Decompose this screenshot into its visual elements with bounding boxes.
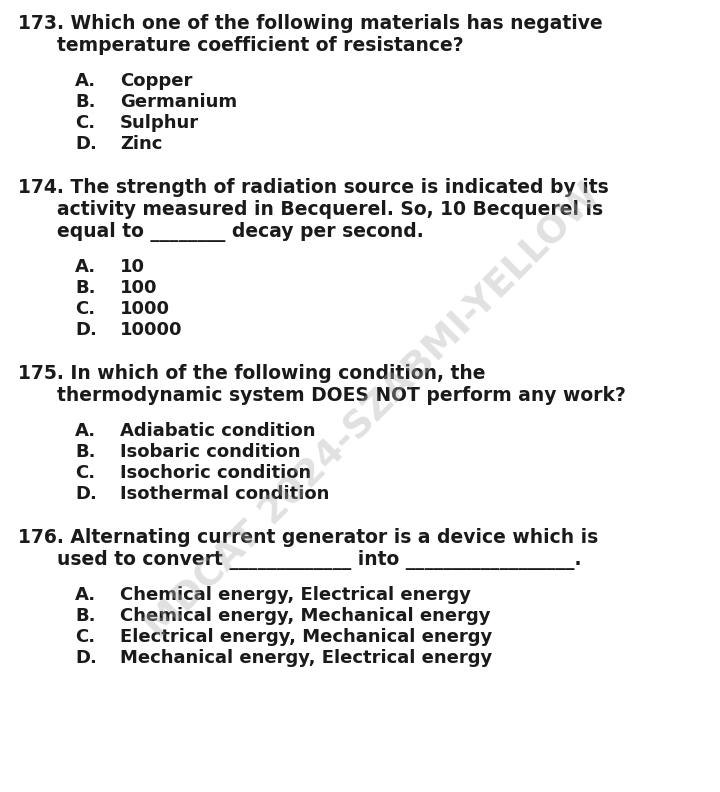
Text: temperature coefficient of resistance?: temperature coefficient of resistance? xyxy=(18,36,464,55)
Text: Isobaric condition: Isobaric condition xyxy=(120,443,300,461)
Text: Chemical energy, Mechanical energy: Chemical energy, Mechanical energy xyxy=(120,607,490,625)
Text: 174. The strength of radiation source is indicated by its: 174. The strength of radiation source is… xyxy=(18,178,608,197)
Text: C.: C. xyxy=(75,300,95,318)
Text: D.: D. xyxy=(75,485,97,503)
Text: Chemical energy, Electrical energy: Chemical energy, Electrical energy xyxy=(120,586,471,604)
Text: 176. Alternating current generator is a device which is: 176. Alternating current generator is a … xyxy=(18,528,598,547)
Text: 10: 10 xyxy=(120,258,145,276)
Text: MDCAT 2024-SZABMI-YELLOW: MDCAT 2024-SZABMI-YELLOW xyxy=(140,177,608,646)
Text: Zinc: Zinc xyxy=(120,135,163,153)
Text: 100: 100 xyxy=(120,279,158,297)
Text: used to convert _____________ into __________________.: used to convert _____________ into _____… xyxy=(18,550,582,570)
Text: D.: D. xyxy=(75,649,97,667)
Text: 175. In which of the following condition, the: 175. In which of the following condition… xyxy=(18,364,485,383)
Text: 173. Which one of the following materials has negative: 173. Which one of the following material… xyxy=(18,14,603,33)
Text: A.: A. xyxy=(75,586,96,604)
Text: B.: B. xyxy=(75,279,96,297)
Text: A.: A. xyxy=(75,258,96,276)
Text: Electrical energy, Mechanical energy: Electrical energy, Mechanical energy xyxy=(120,628,492,646)
Text: Isochoric condition: Isochoric condition xyxy=(120,464,311,482)
Text: equal to ________ decay per second.: equal to ________ decay per second. xyxy=(18,222,424,242)
Text: A.: A. xyxy=(75,72,96,90)
Text: C.: C. xyxy=(75,114,95,132)
Text: A.: A. xyxy=(75,422,96,440)
Text: activity measured in Becquerel. So, 10 Becquerel is: activity measured in Becquerel. So, 10 B… xyxy=(18,200,603,219)
Text: Germanium: Germanium xyxy=(120,93,237,111)
Text: C.: C. xyxy=(75,628,95,646)
Text: 10000: 10000 xyxy=(120,321,182,339)
Text: B.: B. xyxy=(75,93,96,111)
Text: D.: D. xyxy=(75,135,97,153)
Text: Mechanical energy, Electrical energy: Mechanical energy, Electrical energy xyxy=(120,649,492,667)
Text: Adiabatic condition: Adiabatic condition xyxy=(120,422,315,440)
Text: C.: C. xyxy=(75,464,95,482)
Text: Sulphur: Sulphur xyxy=(120,114,199,132)
Text: thermodynamic system DOES NOT perform any work?: thermodynamic system DOES NOT perform an… xyxy=(18,386,626,405)
Text: 1000: 1000 xyxy=(120,300,170,318)
Text: B.: B. xyxy=(75,607,96,625)
Text: Isothermal condition: Isothermal condition xyxy=(120,485,329,503)
Text: D.: D. xyxy=(75,321,97,339)
Text: B.: B. xyxy=(75,443,96,461)
Text: Copper: Copper xyxy=(120,72,192,90)
